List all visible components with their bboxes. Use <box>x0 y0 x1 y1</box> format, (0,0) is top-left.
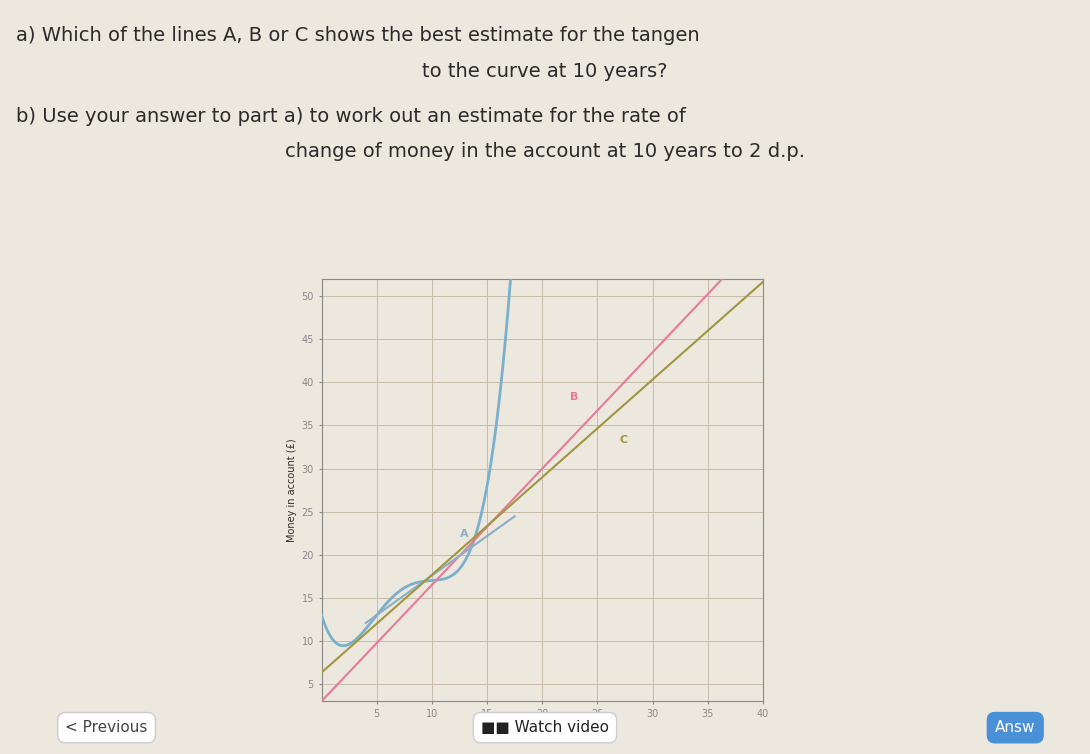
Text: C: C <box>619 435 628 445</box>
Text: B: B <box>570 391 578 402</box>
Y-axis label: Money in account (£): Money in account (£) <box>288 438 298 542</box>
Text: change of money in the account at 10 years to 2 d.p.: change of money in the account at 10 yea… <box>284 142 806 161</box>
Text: < Previous: < Previous <box>65 720 148 735</box>
Text: a) Which of the lines A, B or C shows the best estimate for the tangen: a) Which of the lines A, B or C shows th… <box>16 26 700 45</box>
Text: A: A <box>460 529 468 540</box>
Text: b) Use your answer to part a) to work out an estimate for the rate of: b) Use your answer to part a) to work ou… <box>16 107 687 126</box>
Text: ■■ Watch video: ■■ Watch video <box>481 720 609 735</box>
Text: Answ: Answ <box>995 720 1036 735</box>
Text: to the curve at 10 years?: to the curve at 10 years? <box>422 62 668 81</box>
